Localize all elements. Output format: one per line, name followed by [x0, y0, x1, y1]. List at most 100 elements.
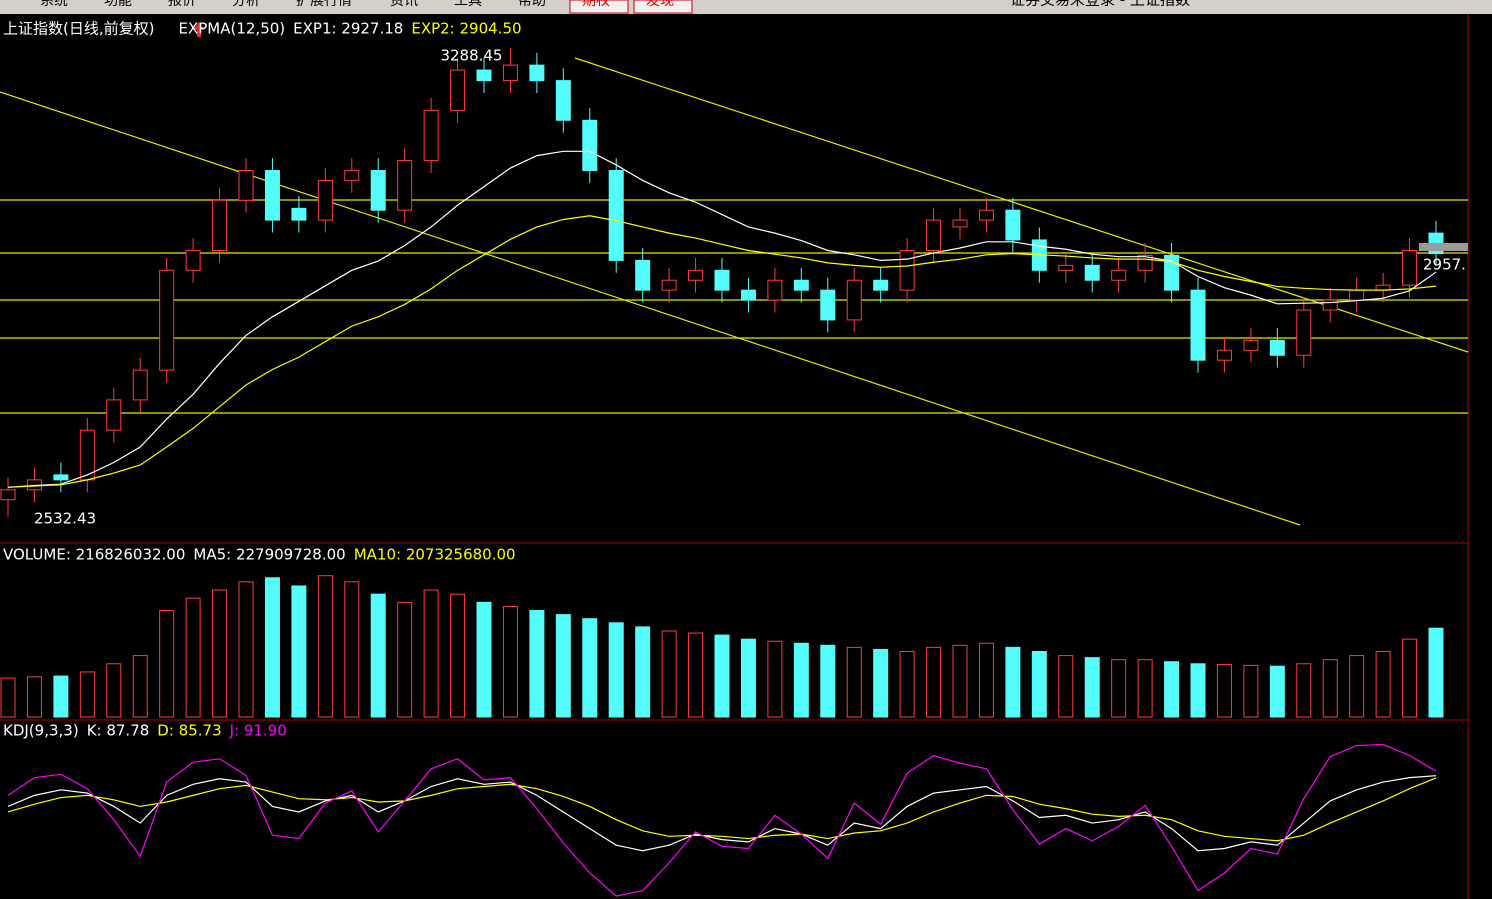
panel-header: VOLUME: 216826032.00	[3, 546, 185, 564]
menu-item[interactable]: 报价	[168, 0, 196, 9]
chart-area	[0, 14, 1492, 899]
volume-bar	[1031, 650, 1047, 718]
volume-bar	[635, 626, 651, 718]
menu-item[interactable]: 发现	[646, 0, 674, 9]
volume-bar	[291, 585, 307, 718]
volume-bar	[502, 605, 518, 718]
panel-header: KDJ(9,3,3)	[3, 722, 79, 740]
candle-body	[846, 279, 862, 321]
candle-body	[502, 64, 518, 82]
volume-bar	[952, 644, 968, 718]
candle-body	[291, 207, 307, 221]
volume-bar	[238, 581, 254, 718]
candle-body	[1164, 254, 1180, 291]
candle-body	[1269, 339, 1285, 356]
volume-bar	[926, 646, 942, 718]
menu-item[interactable]: 帮助	[518, 0, 546, 9]
volume-bar	[0, 677, 16, 718]
volume-bar	[423, 589, 439, 718]
volume-bar	[344, 581, 360, 718]
panel-header: 上证指数(日线,前复权)	[3, 20, 154, 38]
volume-bar	[820, 644, 836, 718]
volume-bar	[899, 650, 915, 718]
indicator-line	[7, 150, 1437, 488]
panel-header: EXPMA(12,50)	[178, 20, 285, 38]
volume-bar	[1084, 657, 1100, 718]
candle-body	[344, 170, 360, 181]
candle-body	[1243, 339, 1259, 351]
candle-body	[1005, 209, 1021, 241]
panel-header: J: 91.90	[229, 722, 287, 740]
panel-header: D: 85.73	[157, 722, 221, 740]
volume-bar	[1243, 664, 1259, 718]
panel-header: K: 87.78	[87, 722, 150, 740]
menu-bar	[0, 0, 1492, 14]
candle-body	[185, 249, 201, 271]
panel-header: EXP1: 2927.18	[293, 20, 403, 38]
volume-bar	[688, 632, 704, 718]
volume-bar	[397, 601, 413, 718]
indicator-line	[7, 777, 1437, 842]
candle-body	[820, 289, 836, 321]
volume-bar	[106, 663, 122, 718]
volume-bar	[476, 601, 492, 718]
candle-body	[1402, 249, 1418, 286]
volume-bar	[1058, 655, 1074, 718]
candle-body	[0, 489, 16, 501]
candle-body	[793, 279, 809, 291]
volume-bar	[1349, 655, 1365, 718]
panel-header: MA5: 227909728.00	[193, 546, 345, 564]
menu-item[interactable]: 系统	[40, 0, 68, 9]
menu-item[interactable]: 分析	[232, 0, 260, 9]
volume-bar	[450, 593, 466, 718]
annotation: 2957.	[1423, 256, 1466, 274]
volume-bar	[1164, 661, 1180, 718]
volume-bar	[26, 676, 42, 718]
candle-body	[740, 289, 756, 301]
candle-body	[53, 474, 69, 481]
menu-item[interactable]: 功能	[104, 0, 132, 9]
volume-bar	[740, 638, 756, 718]
volume-bar	[79, 671, 95, 718]
indicator-line	[7, 743, 1437, 897]
candle-body	[635, 259, 651, 291]
menu-item[interactable]: 资讯	[390, 0, 418, 9]
volume-bar	[159, 610, 175, 718]
candle-body	[1058, 264, 1074, 271]
volume-bar	[370, 593, 386, 718]
volume-bar	[1428, 627, 1444, 718]
volume-bar	[555, 614, 571, 718]
volume-bar	[1402, 638, 1418, 718]
menu-item[interactable]: 扩展行情	[296, 0, 352, 9]
candle-body	[212, 199, 228, 251]
volume-bar	[846, 646, 862, 718]
candle-body	[370, 170, 386, 211]
candle-body	[899, 249, 915, 291]
volume-bar	[873, 648, 889, 718]
candle-body	[1216, 349, 1232, 361]
volume-bar	[661, 630, 677, 718]
candle-body	[450, 69, 466, 111]
volume-bar	[793, 642, 809, 718]
menu-item[interactable]: 工具	[454, 0, 482, 9]
drawn-lines	[0, 57, 1469, 526]
candle-body	[264, 170, 280, 221]
volume-bar	[1269, 665, 1285, 718]
menu-tab-highlight	[569, 0, 629, 14]
indicator-line	[7, 775, 1437, 852]
candle-body	[132, 369, 148, 401]
volume-bar	[1216, 664, 1232, 718]
volume-bar	[767, 640, 783, 718]
candle-body	[926, 219, 942, 251]
volume-bar	[1137, 659, 1153, 718]
candle-body	[608, 170, 624, 261]
candle-body	[1349, 289, 1365, 301]
annotation: 2532.43	[34, 509, 96, 527]
panel-header: MA10: 207325680.00	[354, 546, 516, 564]
candle-body	[661, 279, 677, 291]
candle-body	[397, 160, 413, 211]
candle-body	[767, 279, 783, 301]
volume-bar	[1322, 659, 1338, 718]
volume-bar	[582, 618, 598, 718]
menu-item[interactable]: 期权	[582, 0, 610, 9]
